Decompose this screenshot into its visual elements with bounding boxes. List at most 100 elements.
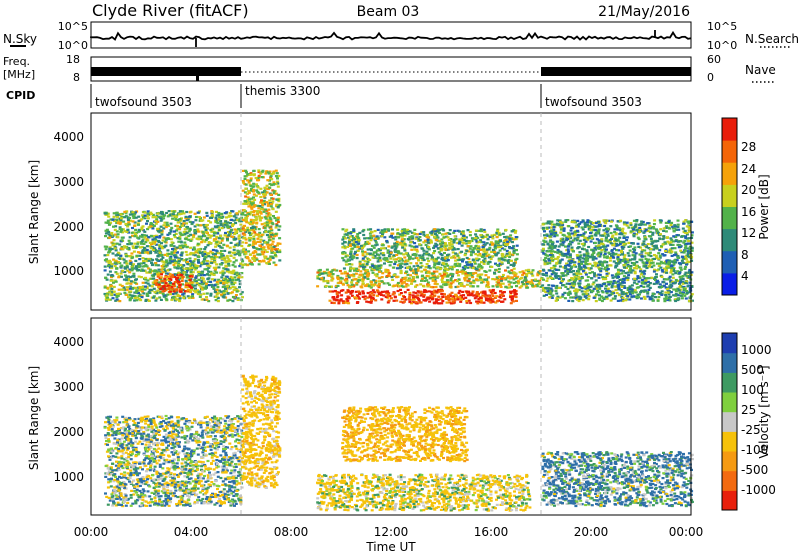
nsearch-tick-top: 10^5 bbox=[707, 20, 737, 33]
power-tick-24: 24 bbox=[741, 162, 756, 176]
power-colorbar-label: Power [dB] bbox=[757, 174, 771, 239]
velocity-colorbar-frame bbox=[721, 332, 738, 511]
velocity-colorbar-swatch-7 bbox=[722, 352, 737, 373]
x-axis-ticks: 00:00 04:00 08:00 12:00 16:00 20:00 00:0… bbox=[74, 525, 704, 539]
power-colorbar-swatch-2 bbox=[722, 228, 737, 252]
velocity-colorbar-swatch-6 bbox=[722, 372, 737, 393]
power-region-3 bbox=[328, 288, 518, 305]
power-ylabel: Slant Range [km] bbox=[27, 160, 41, 264]
xtick-1600: 16:00 bbox=[474, 525, 509, 539]
power-colorbar-frame bbox=[721, 117, 738, 296]
power-tick-16: 16 bbox=[741, 205, 756, 219]
velocity-ylabel: Slant Range [km] bbox=[27, 366, 41, 470]
nsky-tick-top: 10^5 bbox=[58, 20, 88, 33]
cpid-bar: twofsound 3503 themis 3300 twofsound 350… bbox=[90, 84, 642, 109]
nave-label: Nave bbox=[745, 63, 776, 77]
velocity-colorbar-swatch-3 bbox=[722, 431, 737, 452]
velocity-panel-frame bbox=[90, 317, 692, 516]
freq-tick-top: 18 bbox=[66, 53, 80, 66]
power-colorbar-swatch-4 bbox=[722, 184, 737, 207]
nsky-strip-frame bbox=[90, 21, 692, 49]
xtick-2400: 00:00 bbox=[669, 525, 704, 539]
nave-tick-bottom: 0 bbox=[707, 71, 714, 84]
nsky-label: N.Sky bbox=[3, 32, 37, 46]
station-title: Clyde River (fitACF) bbox=[92, 1, 249, 20]
xtick-1200: 12:00 bbox=[374, 525, 409, 539]
freq-block-1 bbox=[91, 67, 241, 76]
power-colorbar-swatch-0 bbox=[722, 272, 737, 296]
velocity-ytick-2000: 2000 bbox=[53, 425, 84, 439]
cpid-mode-3: twofsound 3503 bbox=[545, 95, 642, 109]
power-region-1 bbox=[153, 273, 194, 294]
power-tick-4: 4 bbox=[741, 269, 749, 283]
freq-block-2 bbox=[541, 67, 691, 76]
power-yticks: 1000 2000 3000 4000 bbox=[53, 130, 84, 278]
vel-tick-neg25: -25 bbox=[741, 423, 761, 437]
x-axis-label: Time UT bbox=[365, 540, 416, 554]
power-colorbar-swatch-1 bbox=[722, 250, 737, 274]
velocity-region-2 bbox=[316, 473, 532, 512]
power-colorbar-swatch-6 bbox=[722, 140, 737, 163]
velocity-colorbar-swatch-0 bbox=[722, 490, 737, 511]
power-region-0 bbox=[103, 210, 244, 303]
power-data bbox=[103, 169, 694, 305]
power-region-2 bbox=[241, 169, 282, 267]
xtick-0400: 04:00 bbox=[174, 525, 209, 539]
vel-tick-1000: 1000 bbox=[741, 343, 772, 357]
velocity-colorbar bbox=[721, 332, 738, 511]
nsky-tick-bottom: 10^0 bbox=[58, 39, 88, 52]
velocity-colorbar-swatch-5 bbox=[722, 392, 737, 413]
freq-tick-bottom: 8 bbox=[73, 71, 80, 84]
power-ytick-4000: 4000 bbox=[53, 130, 84, 144]
power-colorbar-ticks: 4 8 12 16 20 24 28 bbox=[741, 140, 756, 283]
velocity-colorbar-swatch-8 bbox=[722, 333, 737, 354]
velocity-colorbar-label: Velocity [m s⁻¹] bbox=[757, 365, 771, 458]
power-panel-frame bbox=[90, 112, 692, 311]
power-colorbar-swatch-5 bbox=[722, 162, 737, 185]
velocity-data bbox=[103, 374, 694, 512]
cpid-mode-2: themis 3300 bbox=[245, 84, 320, 98]
nsearch-label: N.Search bbox=[745, 32, 799, 46]
velocity-ytick-3000: 3000 bbox=[53, 380, 84, 394]
power-region-4 bbox=[316, 268, 544, 289]
power-colorbar-swatch-3 bbox=[722, 206, 737, 230]
power-tick-12: 12 bbox=[741, 226, 756, 240]
velocity-colorbar-swatch-1 bbox=[722, 470, 737, 491]
freq-label: Freq. bbox=[3, 55, 30, 68]
beam-title: Beam 03 bbox=[357, 4, 420, 20]
power-ytick-1000: 1000 bbox=[53, 264, 84, 278]
power-tick-20: 20 bbox=[741, 183, 756, 197]
nsearch-tick-bottom: 10^0 bbox=[707, 39, 737, 52]
velocity-ytick-1000: 1000 bbox=[53, 470, 84, 484]
velocity-colorbar-ticks: 1000 500 100 25 -25 -100 -500 -1000 bbox=[741, 343, 776, 497]
velocity-region-1 bbox=[241, 374, 282, 489]
vel-tick-neg1000: -1000 bbox=[741, 483, 776, 497]
cpid-mode-1: twofsound 3503 bbox=[95, 95, 192, 109]
power-region-5 bbox=[341, 228, 519, 271]
freq-spike bbox=[196, 76, 199, 81]
xtick-0000: 00:00 bbox=[74, 525, 109, 539]
power-ytick-3000: 3000 bbox=[53, 175, 84, 189]
xtick-0800: 08:00 bbox=[274, 525, 309, 539]
power-tick-8: 8 bbox=[741, 248, 749, 262]
vel-tick-25: 25 bbox=[741, 403, 756, 417]
vel-tick-neg100: -100 bbox=[741, 443, 768, 457]
power-tick-28: 28 bbox=[741, 140, 756, 154]
nave-tick-top: 60 bbox=[707, 53, 721, 66]
power-colorbar bbox=[721, 117, 738, 296]
velocity-region-0 bbox=[103, 414, 244, 508]
power-ytick-2000: 2000 bbox=[53, 220, 84, 234]
velocity-region-3 bbox=[341, 406, 469, 463]
date-title: 21/May/2016 bbox=[598, 4, 690, 20]
freq-trace-group bbox=[91, 67, 691, 81]
power-colorbar-swatch-7 bbox=[722, 118, 737, 141]
vel-tick-500: 500 bbox=[741, 363, 764, 377]
nsky-trace bbox=[90, 30, 692, 47]
velocity-ytick-4000: 4000 bbox=[53, 335, 84, 349]
freq-unit-label: [MHz] bbox=[3, 68, 35, 81]
vel-tick-neg500: -500 bbox=[741, 463, 768, 477]
power-region-6 bbox=[541, 219, 694, 303]
xtick-2000: 20:00 bbox=[574, 525, 609, 539]
velocity-region-4 bbox=[541, 451, 694, 508]
